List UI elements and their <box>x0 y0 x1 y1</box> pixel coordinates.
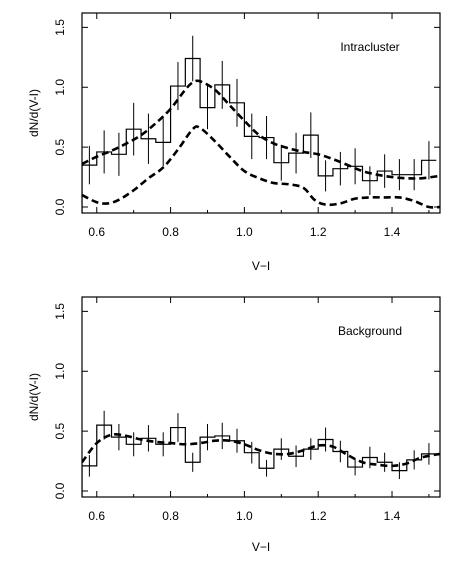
x-axis-label: V−I <box>252 259 270 273</box>
y-axis-label: dN/d(V-I) <box>27 89 41 137</box>
y-tick-label: 1.5 <box>53 303 67 320</box>
histogram-steps <box>82 424 437 497</box>
chart-panel-1: 0.6 0.8 1.0 1.2 1.4 0.0 0.5 1.0 1.5 dN/d(V-I) V−I I… <box>27 12 441 273</box>
x-tick-label: 1.2 <box>310 509 327 523</box>
panel-annotation: Background <box>338 324 402 338</box>
y-axis-label: dN/d(V-I) <box>27 373 41 421</box>
x-axis-label: V−I <box>252 540 270 554</box>
panel-annotation: Intracluster <box>340 40 399 54</box>
y-tick-label: 0.5 <box>53 138 67 155</box>
plot-frame <box>81 296 441 498</box>
x-tick-label: 1.4 <box>384 509 401 523</box>
x-tick-label: 1.0 <box>236 509 253 523</box>
y-tick-label: 1.5 <box>53 19 67 36</box>
x-tick-label: 1.4 <box>384 225 401 239</box>
dashed-series-1 <box>82 432 440 468</box>
y-tick-label: 0.0 <box>53 482 67 499</box>
x-tick-label: 1.0 <box>236 225 253 239</box>
y-tick-label: 0.0 <box>53 198 67 215</box>
chart-panel-2: 0.6 0.8 1.0 1.2 1.4 0.0 0.5 1.0 1.5 dN/d(V-I) V−I B… <box>27 296 441 554</box>
y-tick-label: 1.0 <box>53 363 67 380</box>
x-tick-label: 1.2 <box>310 225 327 239</box>
y-tick-label: 0.5 <box>53 422 67 439</box>
plot-area <box>82 410 440 497</box>
dashed-series-1 <box>82 79 440 180</box>
x-tick-label: 0.8 <box>162 225 179 239</box>
y-tick-label: 1.0 <box>53 79 67 96</box>
plot-area <box>82 35 440 213</box>
plot-frame <box>81 12 441 214</box>
x-tick-label: 0.6 <box>88 509 105 523</box>
x-tick-label: 0.6 <box>88 225 105 239</box>
x-tick-label: 0.8 <box>162 509 179 523</box>
